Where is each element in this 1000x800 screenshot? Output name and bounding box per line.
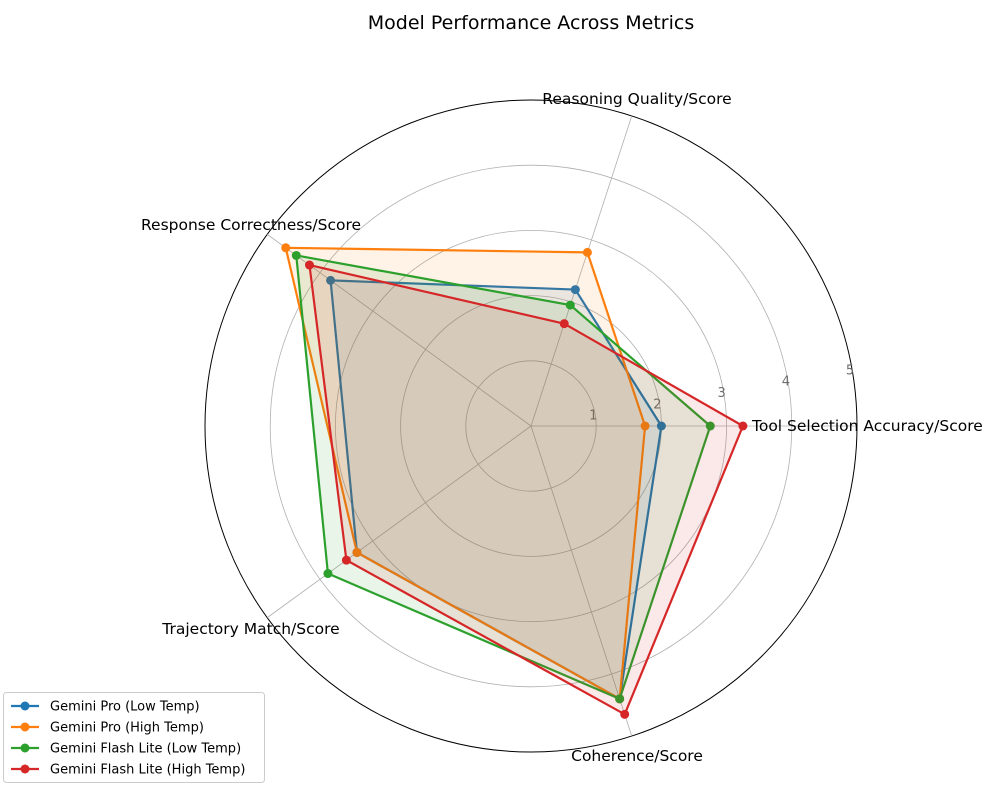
legend-box [3, 692, 265, 783]
series-point [656, 421, 666, 431]
axis-label: Trajectory Match/Score [161, 620, 339, 638]
legend-label: Gemini Flash Lite (High Temp) [50, 763, 245, 778]
series-fill [330, 280, 662, 699]
series-2 [291, 250, 715, 704]
radial-tick-label: 2 [653, 397, 661, 412]
series-1 [281, 243, 650, 704]
radial-tick-label: 4 [782, 375, 790, 390]
legend-label: Gemini Pro (High Temp) [50, 721, 204, 736]
radial-tick-label: 1 [589, 409, 597, 424]
series-point [304, 260, 314, 270]
series-line [284, 246, 647, 700]
legend-marker [20, 701, 30, 711]
radial-tick-label: 5 [846, 363, 854, 378]
series-point [570, 285, 580, 295]
series-line [329, 279, 663, 700]
legend-item: Gemini Flash Lite (Low Temp) [11, 742, 241, 757]
radial-tick-label: 3 [717, 386, 725, 401]
legend-item: Gemini Flash Lite (High Temp) [11, 763, 245, 778]
series-line [295, 254, 712, 700]
series-point [323, 569, 333, 579]
series-point [291, 250, 301, 260]
series-point [738, 421, 748, 431]
series-point [341, 555, 351, 565]
legend-item: Gemini Pro (High Temp) [11, 721, 204, 736]
series-fill [309, 265, 743, 715]
legend-label: Gemini Flash Lite (Low Temp) [50, 742, 241, 757]
series-point [705, 421, 715, 431]
legend-label: Gemini Pro (Low Temp) [50, 700, 200, 715]
axis-label: Reasoning Quality/Score [542, 90, 731, 108]
series-point [640, 421, 650, 431]
legend: Gemini Pro (Low Temp) Gemini Pro (High Te… [3, 692, 265, 783]
axis-label: Coherence/Score [571, 747, 703, 765]
axis-label: Response Correctness/Score [141, 216, 361, 234]
radar-grid: 1 2 3 4 5 [204, 99, 858, 753]
series-point [352, 547, 362, 557]
series-point [582, 247, 592, 257]
series-3 [304, 260, 748, 719]
series-point [620, 709, 630, 719]
series-line [308, 263, 745, 716]
series-fill [296, 255, 711, 699]
grid-spoke [530, 115, 633, 427]
series-fill [285, 247, 646, 699]
series-layer [281, 243, 748, 719]
series-point [559, 319, 569, 329]
chart-title: Model Performance Across Metrics [368, 12, 694, 34]
series-point [326, 275, 336, 285]
axis-label: Tool Selection Accuracy/Score [751, 417, 983, 435]
grid-spoke [267, 425, 532, 618]
legend-marker [20, 722, 30, 732]
legend-marker [20, 743, 30, 753]
grid-spoke [530, 425, 633, 737]
series-point [615, 694, 625, 704]
series-point [565, 300, 575, 310]
legend-marker [20, 764, 30, 774]
series-point [281, 243, 291, 253]
legend-item: Gemini Pro (Low Temp) [11, 700, 200, 715]
axis-labels: Tool Selection Accuracy/Score Reasoning Q… [141, 90, 983, 765]
